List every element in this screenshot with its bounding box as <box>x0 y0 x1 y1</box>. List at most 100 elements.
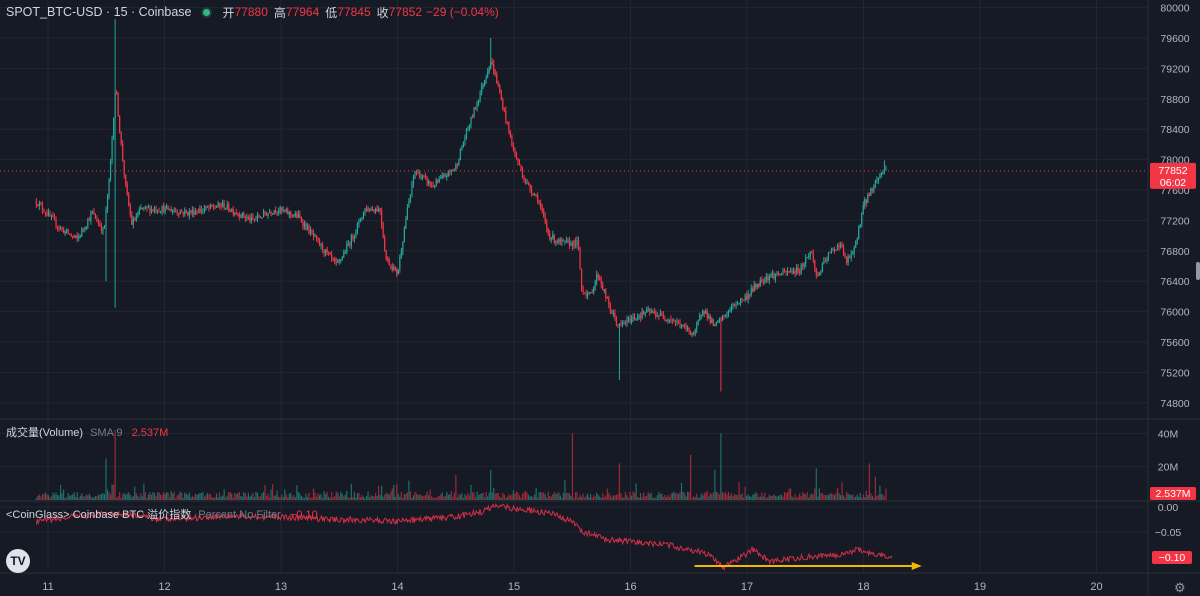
volume-bar <box>105 458 107 500</box>
candle-body <box>147 207 150 209</box>
volume-bar <box>306 497 309 500</box>
volume-bar <box>773 494 775 500</box>
candle-body <box>568 240 571 246</box>
volume-bar <box>779 494 781 500</box>
candle-body <box>709 316 711 323</box>
candle-body <box>238 213 240 218</box>
volume-bar <box>332 497 334 500</box>
candle-body <box>73 236 75 238</box>
candle-body <box>47 212 50 216</box>
volume-bar <box>114 430 116 500</box>
tradingview-logo-icon[interactable]: TV <box>6 549 30 573</box>
candle-body <box>458 160 460 166</box>
candle-body <box>635 318 637 320</box>
volume-bar <box>200 492 203 500</box>
volume-bar <box>796 497 798 500</box>
candle-body <box>509 131 511 137</box>
volume-legend[interactable]: 成交量(Volume) SMA 9 2.537M <box>6 424 168 440</box>
candle-body <box>609 304 611 311</box>
candle-body <box>615 318 618 325</box>
volume-bar <box>530 496 533 500</box>
candle-body <box>652 311 654 313</box>
volume-tag <box>1150 487 1196 500</box>
candle-body <box>326 249 328 253</box>
volume-bar <box>418 494 421 500</box>
volume-bar <box>440 494 442 500</box>
candle-body <box>444 174 446 177</box>
volume-bar <box>721 491 724 500</box>
volume-bar <box>458 494 460 500</box>
candle-body <box>879 174 881 179</box>
volume-bar <box>341 493 343 500</box>
price-tick-label: 76000 <box>1160 307 1189 319</box>
candle-body <box>338 260 340 262</box>
candle-body <box>411 183 413 195</box>
volume-bar <box>229 492 231 500</box>
candle-body <box>842 246 845 255</box>
candle-body <box>232 209 234 214</box>
candle-body <box>106 196 109 210</box>
volume-bar <box>143 483 145 500</box>
volume-bar <box>632 491 634 500</box>
volume-bar <box>556 493 558 500</box>
candle-body <box>753 284 755 292</box>
volume-bar <box>824 494 827 500</box>
premium-line <box>35 502 893 572</box>
volume-bar <box>491 492 493 500</box>
candle-body <box>267 212 269 216</box>
volume-bar <box>170 490 172 500</box>
volume-bar <box>800 496 802 500</box>
volume-bar <box>727 491 730 500</box>
candle-body <box>250 217 253 222</box>
candle-body <box>261 217 263 219</box>
candle-body <box>696 325 698 330</box>
candle-body <box>146 206 148 208</box>
candle-body <box>599 276 601 281</box>
volume-bar <box>209 493 212 500</box>
candle-body <box>102 227 104 232</box>
volume-bar <box>723 493 725 500</box>
premium-legend[interactable]: <CoinGlass> Coinbase BTC 溢价指数 Percent No… <box>6 506 318 522</box>
volume-bar <box>484 497 486 500</box>
symbol-title[interactable]: SPOT_BTC-USD · 15 · Coinbase <box>6 5 192 19</box>
volume-bar <box>331 492 333 500</box>
candle-body <box>526 182 528 184</box>
candle-body <box>440 177 442 179</box>
volume-bar <box>714 470 716 500</box>
volume-bar <box>718 494 720 500</box>
candle-body <box>802 264 804 267</box>
settings-gear-icon[interactable]: ⚙ <box>1174 580 1186 595</box>
price-tick-label: 79600 <box>1160 33 1189 45</box>
volume-bar <box>185 493 187 500</box>
volume-bar <box>676 493 678 500</box>
candle-body <box>179 211 181 215</box>
candle-body <box>75 235 77 237</box>
volume-bar <box>555 493 557 500</box>
volume-bar <box>830 493 833 500</box>
candle-body <box>409 194 412 202</box>
volume-bar <box>691 498 693 500</box>
volume-bar <box>529 496 531 500</box>
candle-body <box>208 207 210 209</box>
volume-bar <box>853 497 855 500</box>
candle-body <box>849 256 851 259</box>
volume-bar <box>517 492 519 500</box>
volume-bar <box>850 495 852 500</box>
volume-bar <box>509 495 511 500</box>
volume-bar <box>376 495 378 500</box>
volume-bar <box>656 495 658 500</box>
candle-body <box>300 217 302 222</box>
candle-body <box>794 271 796 274</box>
candle-body <box>85 226 87 229</box>
volume-bar <box>88 493 90 500</box>
volume-bar <box>338 496 340 500</box>
candle-body <box>432 185 434 187</box>
candle-body <box>677 321 680 323</box>
volume-bar <box>456 497 458 500</box>
candle-body <box>624 323 627 325</box>
volume-bar <box>234 493 236 500</box>
volume-bar <box>381 485 383 500</box>
volume-bar <box>867 494 869 500</box>
panel-resize-handle[interactable] <box>1196 262 1200 280</box>
